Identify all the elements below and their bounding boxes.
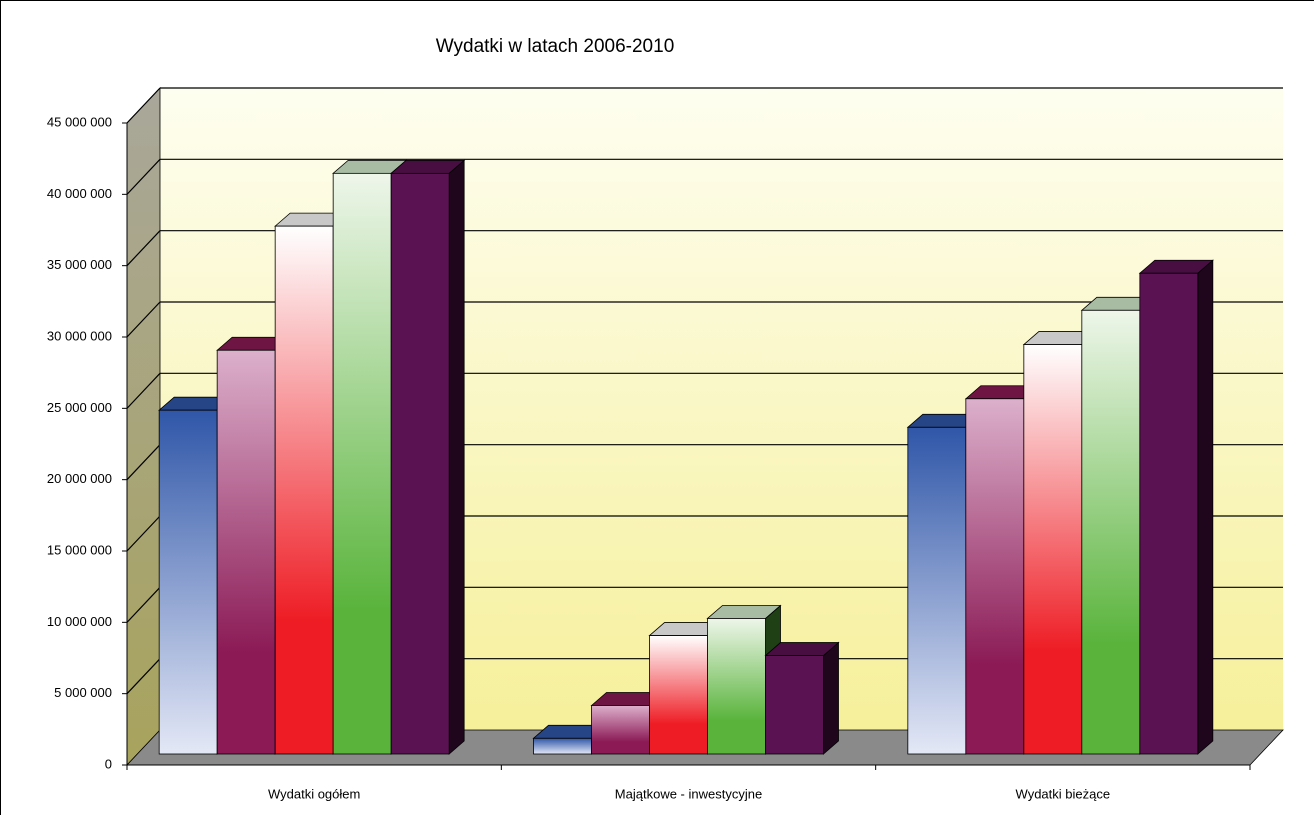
grid-line xyxy=(126,301,161,338)
y-tick-label: 10 000 000 xyxy=(47,614,112,629)
bar xyxy=(274,225,334,755)
bar xyxy=(158,409,218,755)
grid-line xyxy=(126,372,161,409)
bar-side xyxy=(823,641,839,755)
y-tick-label: 30 000 000 xyxy=(47,328,112,343)
bar xyxy=(965,398,1025,755)
x-tick-label: Majątkowe - inwestycyjne xyxy=(615,786,762,801)
bar xyxy=(1081,309,1141,755)
bar xyxy=(533,737,592,755)
bar xyxy=(1023,344,1083,755)
bar-side xyxy=(1197,259,1214,755)
grid-line xyxy=(126,230,161,267)
grid-line xyxy=(126,515,161,552)
y-tick-label: 0 xyxy=(105,756,112,771)
grid-line xyxy=(126,87,161,124)
y-tick-label: 25 000 000 xyxy=(47,400,112,415)
bar xyxy=(1139,272,1199,755)
y-tick-label: 40 000 000 xyxy=(47,186,112,201)
bar xyxy=(707,618,766,755)
bar xyxy=(332,172,392,755)
bar xyxy=(591,705,650,755)
y-tick-label: 45 000 000 xyxy=(47,114,112,129)
grid-line xyxy=(126,658,161,695)
grid-line xyxy=(126,158,161,195)
chart-title: Wydatki w latach 2006-2010 xyxy=(436,36,675,57)
bar xyxy=(216,349,276,755)
grid-line xyxy=(126,444,161,481)
bar xyxy=(390,172,450,755)
bar-side xyxy=(448,159,465,755)
bar xyxy=(907,426,967,755)
x-tick-label: Wydatki ogółem xyxy=(268,786,360,801)
x-tick-label: Wydatki bieżące xyxy=(1016,786,1111,801)
bar xyxy=(649,635,708,755)
bar xyxy=(765,655,824,755)
grid-line xyxy=(126,586,161,623)
y-tick-label: 15 000 000 xyxy=(47,542,112,557)
y-tick-label: 5 000 000 xyxy=(54,685,112,700)
y-tick-label: 20 000 000 xyxy=(47,471,112,486)
y-tick-label: 35 000 000 xyxy=(47,257,112,272)
